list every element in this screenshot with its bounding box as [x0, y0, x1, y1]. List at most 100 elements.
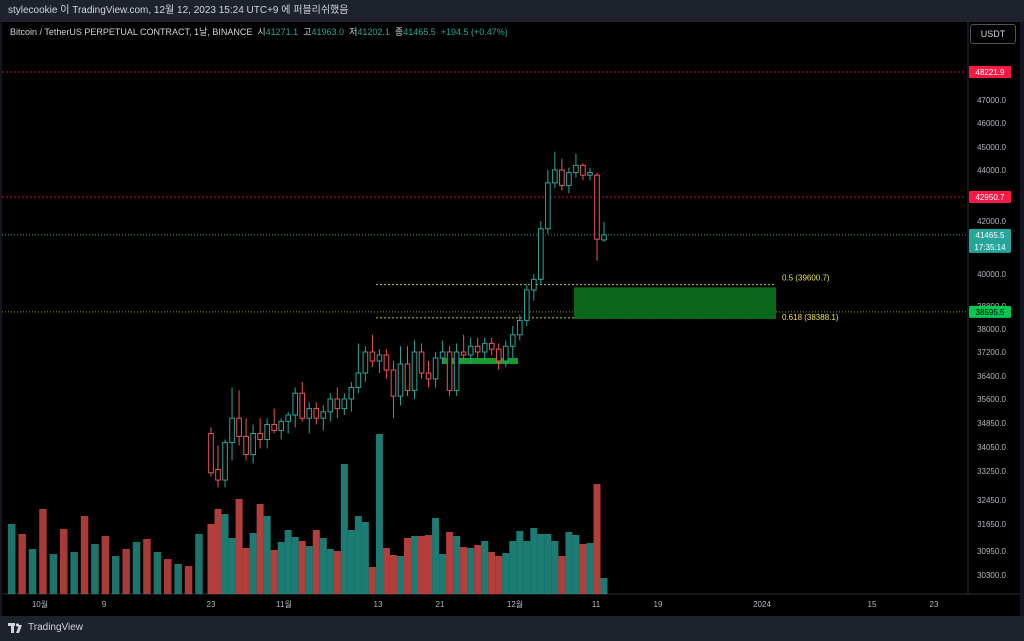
- time-tick-label: 11: [592, 600, 601, 609]
- volume-bar: [18, 534, 26, 594]
- last-price-tag-countdown: 17:35:14: [974, 243, 1006, 252]
- volume-bar: [389, 555, 397, 594]
- volume-bar: [284, 530, 292, 594]
- candle-body: [229, 417, 235, 444]
- volume-bar: [361, 522, 369, 594]
- time-tick-label: 12월: [507, 599, 523, 609]
- resistance-price-tag: 42950.7: [976, 193, 1005, 202]
- volume-bar: [551, 541, 559, 594]
- open-value: 41271.1: [265, 27, 299, 37]
- resistance-price-tag-bg: [969, 191, 1011, 203]
- candle-body: [341, 398, 348, 410]
- volume-bar: [214, 509, 222, 594]
- volume-bar: [502, 553, 510, 594]
- currency-button[interactable]: USDT: [970, 24, 1016, 44]
- price-tick-label: 30950.0: [977, 547, 1006, 556]
- candle-body: [306, 408, 313, 419]
- candle-body: [516, 319, 523, 336]
- candle-body: [250, 433, 256, 455]
- candle-body: [453, 351, 460, 391]
- candle-body: [222, 442, 228, 481]
- chart-area[interactable]: [2, 22, 1020, 616]
- volume-bar: [537, 534, 545, 594]
- volume-bar: [174, 564, 182, 594]
- volume-bar: [80, 516, 89, 594]
- volume-bar: [28, 549, 37, 594]
- fib-level-label: 0.618 (38388.1): [782, 313, 839, 322]
- candle-body: [313, 408, 320, 419]
- volume-bar: [523, 541, 531, 594]
- volume-bar: [153, 552, 162, 594]
- price-tick-label: 30300.0: [977, 571, 1006, 580]
- candle-body: [509, 334, 516, 347]
- candle-body: [369, 351, 376, 362]
- volume-bar: [249, 533, 257, 594]
- candle-body: [278, 420, 284, 431]
- price-tick-label: 46000.0: [977, 119, 1006, 128]
- candle-body: [397, 363, 404, 397]
- volume-bar: [132, 542, 141, 594]
- fib-price-tag-bg: [969, 305, 1011, 318]
- resistance-price-tag-bg: [969, 66, 1011, 78]
- candle-body: [376, 354, 383, 362]
- volume-bar: [242, 548, 250, 594]
- candle-body: [481, 342, 488, 353]
- volume-bar: [326, 549, 334, 594]
- price-tick-label: 38000.0: [977, 325, 1006, 334]
- candle-body: [383, 354, 390, 371]
- volume-bar: [298, 541, 306, 594]
- candle-body: [531, 278, 537, 291]
- volume-bar: [593, 484, 601, 594]
- volume-bar: [432, 518, 440, 594]
- time-tick-label: 10월: [32, 599, 48, 609]
- low-value: 41202.1: [357, 27, 390, 37]
- candle-body: [299, 392, 306, 419]
- volume-bar: [164, 559, 172, 594]
- close-value: 41465.5: [403, 27, 436, 37]
- price-tick-label: 35600.0: [977, 395, 1006, 404]
- volume-bar: [228, 538, 236, 594]
- volume-bar: [600, 578, 608, 594]
- candle-body: [432, 357, 439, 380]
- volume-bar: [481, 541, 489, 594]
- candle-body: [460, 351, 467, 356]
- candle-body: [257, 433, 263, 440]
- candle-body: [538, 228, 544, 280]
- candle-body: [208, 433, 214, 474]
- time-tick-label: 23: [207, 600, 216, 609]
- price-tick-label: 36400.0: [977, 372, 1006, 381]
- last-price-tag-bg: [969, 228, 1011, 253]
- candle-body: [243, 436, 249, 455]
- volume-bar: [312, 530, 320, 594]
- volume-bar: [572, 535, 580, 594]
- volume-bar: [112, 556, 120, 594]
- fib-price-tag: 38595.5: [976, 308, 1005, 317]
- volume-bar: [354, 516, 362, 594]
- volume-bar: [340, 464, 348, 594]
- volume-bar: [49, 554, 58, 594]
- symbol-name: Bitcoin / TetherUS PERPETUAL CONTRACT, 1…: [10, 27, 253, 37]
- volume-bar: [8, 524, 16, 594]
- volume-bar: [221, 514, 229, 594]
- candle-body: [404, 363, 411, 391]
- volume-bar: [60, 529, 68, 594]
- price-tick-label: 37200.0: [977, 348, 1006, 357]
- footer-bar: [0, 616, 1024, 641]
- candle-body: [495, 348, 502, 362]
- fib-level-label: 0.5 (39600.7): [782, 274, 830, 283]
- tradingview-logo-icon: [8, 623, 22, 633]
- volume-bar: [439, 554, 447, 594]
- price-tick-label: 40000.0: [977, 270, 1006, 279]
- tradingview-brand: TradingView: [28, 622, 84, 633]
- volume-bar: [305, 546, 313, 594]
- resistance-price-tag: 48221.9: [976, 68, 1005, 77]
- candle-body: [467, 345, 474, 356]
- low-label: 저: [349, 27, 358, 37]
- candle-body: [348, 387, 355, 400]
- volume-bar: [319, 538, 327, 594]
- volume-bar: [195, 534, 203, 594]
- candle-body: [236, 417, 242, 438]
- volume-bar: [396, 556, 404, 594]
- volume-bar: [544, 534, 552, 594]
